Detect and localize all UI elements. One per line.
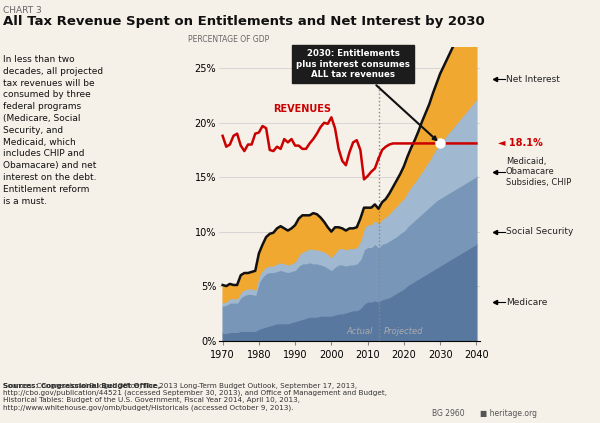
Text: Medicaid,
Obamacare
Subsidies, CHIP: Medicaid, Obamacare Subsidies, CHIP [506, 157, 571, 187]
Text: Social Security: Social Security [506, 227, 573, 236]
Text: ◄ 18.1%: ◄ 18.1% [498, 138, 543, 148]
Text: Actual: Actual [347, 327, 373, 336]
Text: CHART 3: CHART 3 [3, 6, 42, 15]
Text: BG 2960: BG 2960 [432, 409, 464, 418]
Text: In less than two
decades, all projected
tax revenues will be
consumed by three
f: In less than two decades, all projected … [3, 55, 103, 206]
Text: Projected: Projected [384, 327, 424, 336]
Text: Sources: Congressional Budget Office, The 2013 Long-Term Budget Outlook, Septemb: Sources: Congressional Budget Office, Th… [3, 383, 387, 411]
Text: REVENUES: REVENUES [274, 104, 331, 114]
Text: All Tax Revenue Spent on Entitlements and Net Interest by 2030: All Tax Revenue Spent on Entitlements an… [3, 15, 485, 28]
Text: Net Interest: Net Interest [506, 75, 560, 84]
Text: Medicare: Medicare [506, 298, 547, 307]
Text: ■ heritage.org: ■ heritage.org [480, 409, 537, 418]
Text: PERCENTAGE OF GDP: PERCENTAGE OF GDP [188, 35, 269, 44]
Text: 2030: Entitlements
plus interest consumes
ALL tax revenues: 2030: Entitlements plus interest consume… [296, 49, 436, 140]
Text: Sources: Congressional Budget Office,: Sources: Congressional Budget Office, [3, 383, 163, 389]
